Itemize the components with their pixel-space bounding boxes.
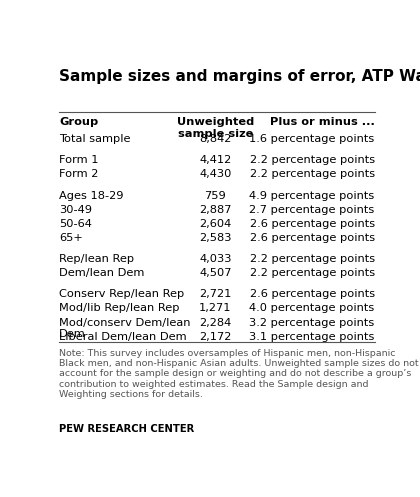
Text: 4,507: 4,507: [199, 268, 231, 278]
Text: 3.2 percentage points: 3.2 percentage points: [249, 318, 375, 328]
Text: 2.2 percentage points: 2.2 percentage points: [249, 268, 375, 278]
Text: 2.6 percentage points: 2.6 percentage points: [249, 233, 375, 243]
Text: 2,887: 2,887: [199, 205, 231, 215]
Text: 2.2 percentage points: 2.2 percentage points: [249, 169, 375, 179]
Text: 2,604: 2,604: [199, 219, 231, 229]
Text: 65+: 65+: [59, 233, 83, 243]
Text: 8,842: 8,842: [199, 134, 231, 144]
Text: Form 1: Form 1: [59, 155, 99, 166]
Text: Mod/lib Rep/lean Rep: Mod/lib Rep/lean Rep: [59, 303, 179, 314]
Text: Conserv Rep/lean Rep: Conserv Rep/lean Rep: [59, 289, 184, 299]
Text: 30-49: 30-49: [59, 205, 92, 215]
Text: 2.7 percentage points: 2.7 percentage points: [249, 205, 375, 215]
Text: 1,271: 1,271: [199, 303, 231, 314]
Text: 2.2 percentage points: 2.2 percentage points: [249, 155, 375, 166]
Text: 1.6 percentage points: 1.6 percentage points: [249, 134, 375, 144]
Text: 2.6 percentage points: 2.6 percentage points: [249, 219, 375, 229]
Text: 2,721: 2,721: [199, 289, 231, 299]
Text: Group: Group: [59, 117, 98, 127]
Text: 2.2 percentage points: 2.2 percentage points: [249, 254, 375, 264]
Text: 3.1 percentage points: 3.1 percentage points: [249, 331, 375, 342]
Text: Form 2: Form 2: [59, 169, 98, 179]
Text: 2,583: 2,583: [199, 233, 231, 243]
Text: Liberal Dem/lean Dem: Liberal Dem/lean Dem: [59, 331, 186, 342]
Text: 2,284: 2,284: [199, 318, 231, 328]
Text: 4,412: 4,412: [199, 155, 231, 166]
Text: 4.0 percentage points: 4.0 percentage points: [249, 303, 375, 314]
Text: 759: 759: [205, 190, 226, 200]
Text: Sample sizes and margins of error, ATP Wave 135: Sample sizes and margins of error, ATP W…: [59, 69, 420, 84]
Text: Mod/conserv Dem/lean
Dem: Mod/conserv Dem/lean Dem: [59, 318, 191, 339]
Text: Ages 18-29: Ages 18-29: [59, 190, 123, 200]
Text: Unweighted
sample size: Unweighted sample size: [177, 117, 254, 139]
Text: PEW RESEARCH CENTER: PEW RESEARCH CENTER: [59, 424, 194, 434]
Text: Rep/lean Rep: Rep/lean Rep: [59, 254, 134, 264]
Text: Note: This survey includes oversamples of Hispanic men, non-Hispanic Black men, : Note: This survey includes oversamples o…: [59, 348, 419, 399]
Text: Total sample: Total sample: [59, 134, 131, 144]
Text: 4,430: 4,430: [199, 169, 231, 179]
Text: Dem/lean Dem: Dem/lean Dem: [59, 268, 144, 278]
Text: 4,033: 4,033: [199, 254, 231, 264]
Text: 2.6 percentage points: 2.6 percentage points: [249, 289, 375, 299]
Text: 50-64: 50-64: [59, 219, 92, 229]
Text: Plus or minus ...: Plus or minus ...: [270, 117, 375, 127]
Text: 2,172: 2,172: [199, 331, 231, 342]
Text: 4.9 percentage points: 4.9 percentage points: [249, 190, 375, 200]
